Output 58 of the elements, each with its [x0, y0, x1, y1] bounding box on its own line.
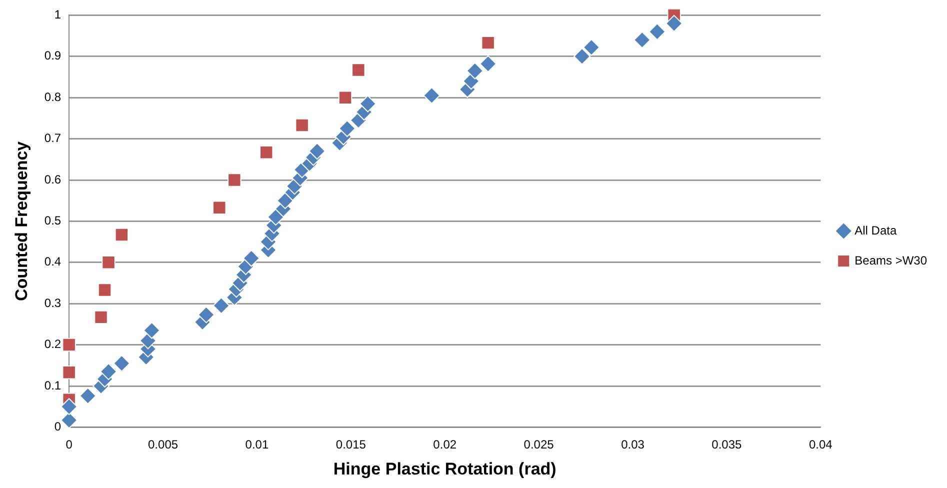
point: [62, 366, 76, 380]
y-tick-label: 0.5: [44, 214, 62, 228]
y-tick-label: 0.7: [44, 131, 62, 146]
point: [228, 173, 242, 187]
legend-label: All Data: [854, 223, 897, 238]
point: [94, 310, 108, 324]
x-tick-label: 0.015: [336, 438, 366, 452]
point: [212, 200, 226, 214]
point: [295, 118, 309, 132]
point: [102, 256, 116, 270]
point: [359, 95, 376, 112]
point: [143, 322, 160, 339]
point: [114, 228, 129, 242]
point: [308, 142, 326, 160]
legend-label: Beams >W30: [854, 253, 928, 268]
point: [100, 363, 118, 380]
x-tick-label: 0.02: [433, 438, 457, 452]
y-tick-label: 0.9: [44, 48, 62, 63]
point: [98, 283, 112, 297]
point: [423, 87, 440, 104]
y-tick-label: 0.4: [44, 254, 62, 269]
y-tick-label: 0.1: [44, 378, 62, 392]
x-tick-label: 0: [66, 438, 73, 452]
y-tick-label: 0.6: [44, 172, 62, 186]
point: [352, 63, 366, 77]
x-tick-label: 0.01: [245, 438, 269, 452]
point: [574, 48, 591, 65]
point: [60, 398, 78, 416]
point: [648, 23, 666, 40]
point: [338, 90, 352, 104]
point: [113, 354, 130, 372]
point: [480, 55, 497, 72]
x-tick-label: 0.035: [712, 438, 742, 452]
y-tick-label: 1: [54, 8, 62, 22]
point: [267, 208, 284, 226]
point: [481, 36, 495, 50]
point: [62, 338, 76, 352]
x-tick-label: 0.025: [524, 438, 554, 452]
point: [260, 146, 274, 160]
point: [212, 297, 230, 314]
point: [466, 62, 484, 80]
y-tick-label: 0.3: [44, 296, 62, 310]
y-tick-label: 0: [54, 420, 62, 434]
point: [338, 120, 356, 137]
point: [276, 192, 294, 210]
y-axis-title: Counted Frequency: [12, 140, 31, 302]
point: [634, 31, 651, 48]
point: [198, 306, 215, 324]
point: [582, 38, 600, 56]
x-tick-label: 0.04: [808, 438, 833, 452]
point: [242, 250, 260, 267]
x-axis-title: Hinge Plastic Rotation (rad): [333, 459, 556, 478]
y-tick-label: 0.8: [44, 90, 62, 104]
point: [666, 14, 683, 32]
y-tick-label: 0.2: [44, 337, 62, 352]
point: [79, 387, 96, 404]
x-tick-label: 0.005: [148, 438, 178, 452]
x-tick-label: 0.03: [621, 438, 645, 452]
